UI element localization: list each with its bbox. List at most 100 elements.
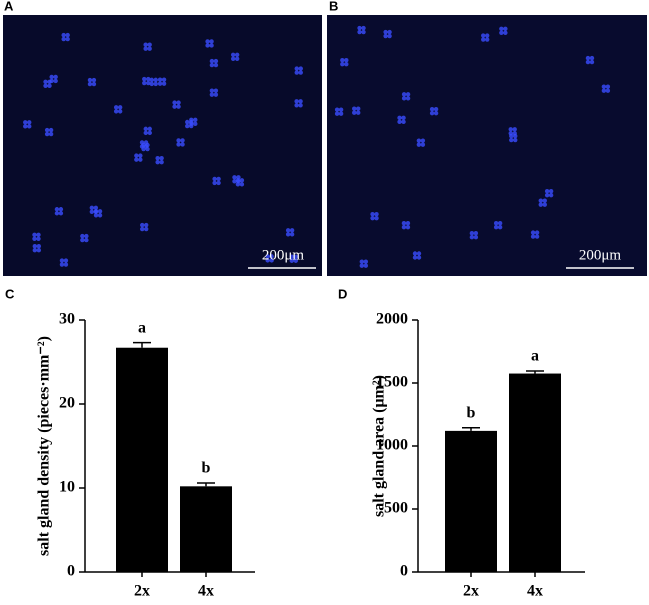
cell bbox=[416, 142, 422, 147]
cell bbox=[289, 254, 294, 259]
cell bbox=[157, 77, 163, 82]
cell bbox=[585, 55, 591, 61]
cell bbox=[289, 232, 295, 237]
x-tick-label: 4x bbox=[527, 583, 543, 600]
cell bbox=[213, 62, 219, 68]
cell bbox=[412, 255, 418, 260]
cell bbox=[193, 117, 198, 123]
y-axis-label: salt gland area (μm²) bbox=[371, 375, 388, 517]
cell bbox=[239, 178, 245, 183]
cell bbox=[142, 80, 147, 86]
cell bbox=[289, 228, 295, 233]
cell bbox=[374, 215, 379, 221]
cell bbox=[32, 248, 38, 253]
cell bbox=[44, 131, 50, 137]
cell bbox=[36, 232, 41, 238]
y-tick-label: 500 bbox=[384, 500, 408, 517]
cell bbox=[293, 254, 298, 259]
cell bbox=[113, 109, 119, 114]
cell bbox=[61, 36, 66, 42]
cell bbox=[97, 213, 103, 218]
cell bbox=[147, 126, 152, 132]
cell bbox=[236, 175, 241, 180]
cell bbox=[509, 133, 514, 139]
cell bbox=[294, 66, 299, 71]
cell bbox=[43, 83, 48, 88]
cell bbox=[401, 224, 407, 230]
cell bbox=[359, 259, 365, 264]
cell bbox=[298, 70, 303, 75]
cell bbox=[356, 106, 361, 111]
cell bbox=[205, 39, 210, 44]
cell bbox=[147, 42, 152, 47]
cell bbox=[357, 29, 362, 35]
cell bbox=[44, 127, 50, 133]
panel-label: C bbox=[5, 286, 15, 301]
cell bbox=[542, 198, 547, 203]
cell bbox=[433, 110, 439, 116]
cell bbox=[538, 202, 543, 207]
cell bbox=[91, 81, 97, 87]
cell bbox=[401, 92, 407, 97]
cell bbox=[513, 137, 518, 143]
cell bbox=[32, 236, 37, 242]
cell bbox=[265, 254, 270, 259]
cell bbox=[176, 138, 181, 143]
cell bbox=[548, 188, 554, 194]
y-tick-label: 1000 bbox=[376, 437, 408, 454]
cell bbox=[232, 179, 237, 184]
cell bbox=[493, 225, 499, 230]
cell bbox=[401, 220, 407, 226]
cell bbox=[473, 231, 479, 236]
cell bbox=[433, 106, 439, 112]
cell bbox=[265, 258, 270, 263]
y-tick-label: 30 bbox=[59, 311, 75, 328]
cell bbox=[269, 258, 274, 263]
cell bbox=[143, 46, 148, 51]
cell bbox=[209, 39, 214, 44]
cell bbox=[589, 59, 595, 65]
cell bbox=[146, 76, 151, 82]
cell bbox=[230, 52, 236, 57]
panel-label: A bbox=[4, 0, 14, 13]
cell bbox=[363, 259, 369, 264]
cell bbox=[298, 99, 303, 104]
bar bbox=[445, 430, 497, 572]
cell bbox=[269, 254, 274, 259]
cell bbox=[23, 120, 28, 125]
cell bbox=[180, 142, 185, 147]
cell bbox=[383, 29, 388, 35]
cell bbox=[63, 258, 69, 263]
cell bbox=[143, 144, 149, 149]
cell bbox=[89, 209, 95, 214]
y-tick-label: 10 bbox=[59, 479, 75, 496]
cell bbox=[352, 106, 357, 111]
y-tick-label: 1500 bbox=[376, 374, 408, 391]
cell bbox=[213, 92, 219, 97]
cell bbox=[180, 138, 185, 143]
cell bbox=[481, 33, 486, 38]
cell bbox=[209, 88, 215, 93]
cell bbox=[469, 235, 475, 240]
cell bbox=[374, 211, 379, 217]
cell bbox=[383, 33, 388, 39]
y-tick-label: 0 bbox=[67, 563, 75, 580]
cell bbox=[469, 231, 475, 236]
cell bbox=[294, 103, 299, 108]
cell bbox=[209, 62, 215, 68]
y-tick-label: 20 bbox=[59, 395, 75, 412]
cells bbox=[23, 25, 611, 268]
cell bbox=[32, 232, 37, 238]
cell bbox=[420, 142, 426, 147]
cell bbox=[405, 224, 411, 230]
cell bbox=[503, 30, 508, 36]
micrograph-b bbox=[327, 15, 647, 276]
cell bbox=[538, 198, 543, 203]
cell bbox=[534, 230, 540, 235]
cell bbox=[601, 88, 607, 93]
cell bbox=[87, 77, 93, 83]
cell bbox=[334, 111, 340, 116]
cell bbox=[298, 66, 303, 71]
significance-label: a bbox=[138, 319, 146, 336]
cell bbox=[232, 175, 237, 180]
